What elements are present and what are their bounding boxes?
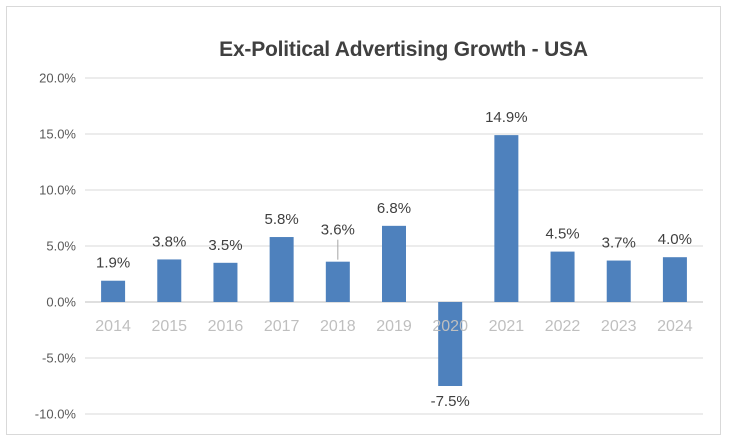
data-label-2022: 4.5%	[545, 226, 579, 243]
data-label-2020: -7.5%	[431, 393, 470, 410]
y-tick-label: 15.0%	[39, 127, 76, 142]
y-tick-label: -5.0%	[42, 351, 76, 366]
x-tick-label-2021: 2021	[489, 318, 525, 335]
y-tick-label: 0.0%	[46, 295, 76, 310]
x-tick-label-2019: 2019	[376, 318, 412, 335]
y-tick-label: -10.0%	[35, 407, 77, 422]
data-label-2023: 3.7%	[602, 235, 636, 252]
chart-title: Ex-Political Advertising Growth - USA	[219, 38, 588, 61]
bar-2016	[213, 262, 238, 302]
x-tick-label-2024: 2024	[657, 318, 693, 335]
x-tick-label-2023: 2023	[601, 318, 637, 335]
x-tick-label-2017: 2017	[264, 318, 300, 335]
bar-2017	[269, 237, 294, 302]
bar-2019	[382, 225, 406, 302]
y-tick-label: 10.0%	[39, 183, 76, 198]
data-label-2015: 3.8%	[152, 233, 186, 250]
x-tick-label-2020: 2020	[432, 318, 468, 335]
data-label-2024: 4.0%	[658, 231, 692, 248]
bar-2023	[606, 260, 631, 302]
x-tick-label-2015: 2015	[151, 318, 187, 335]
bar-2014	[101, 280, 126, 302]
x-tick-label-2014: 2014	[95, 318, 131, 335]
bar-2020	[438, 302, 463, 386]
data-label-2021: 14.9%	[485, 109, 528, 126]
x-tick-label-2022: 2022	[545, 318, 581, 335]
bar-2015	[157, 259, 182, 302]
data-label-2014: 1.9%	[96, 255, 130, 272]
data-label-2016: 3.5%	[208, 237, 242, 254]
data-label-2019: 6.8%	[377, 200, 411, 217]
bar-2021	[494, 135, 519, 302]
bar-2024	[662, 257, 687, 302]
data-label-2018: 3.6%	[321, 222, 355, 239]
x-tick-label-2016: 2016	[208, 318, 244, 335]
data-label-2017: 5.8%	[265, 211, 299, 228]
x-tick-label-2018: 2018	[320, 318, 356, 335]
y-tick-label: 20.0%	[39, 71, 76, 86]
y-tick-label: 5.0%	[46, 239, 76, 254]
bar-2018	[325, 261, 350, 302]
bar-2022	[550, 251, 575, 302]
